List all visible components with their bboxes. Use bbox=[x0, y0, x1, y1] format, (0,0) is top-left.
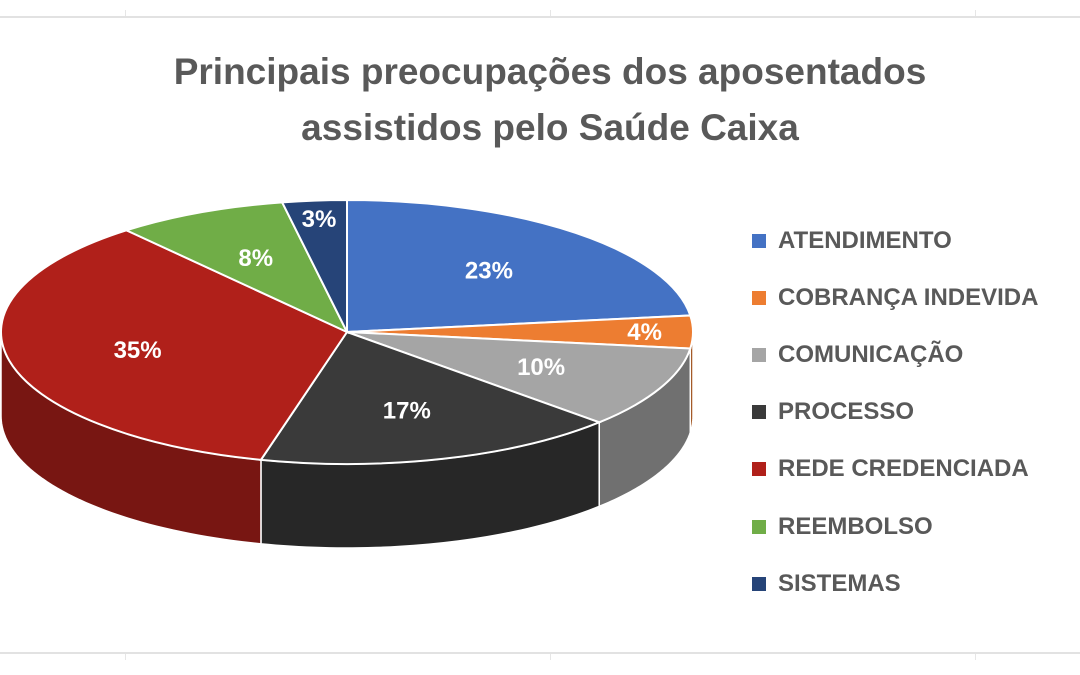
pie-slice-sistemas bbox=[280, 198, 348, 333]
gridline-tick bbox=[550, 654, 551, 660]
data-label: 4% bbox=[627, 319, 662, 346]
chart-title: Principais preocupações dos aposentados … bbox=[173, 51, 927, 148]
legend-label: PROCESSO bbox=[778, 398, 915, 426]
legend-swatch bbox=[752, 519, 766, 534]
data-label: 17% bbox=[383, 398, 431, 425]
legend-swatch bbox=[752, 405, 766, 420]
legend-swatch bbox=[752, 576, 766, 591]
legend-label: REEMBOLSO bbox=[778, 512, 933, 540]
chart-legend: ATENDIMENTO COBRANÇA INDEVIDA COMUNICAÇÃO P… bbox=[752, 212, 1078, 612]
pie-slice-reembolso bbox=[123, 201, 350, 335]
pie-slice-atendimento bbox=[346, 198, 692, 334]
data-label: 35% bbox=[114, 337, 162, 364]
pie-slice-rede-credenciada bbox=[0, 229, 349, 461]
data-label: 8% bbox=[238, 245, 273, 272]
legend-swatch bbox=[752, 462, 766, 477]
data-label: 23% bbox=[465, 258, 513, 285]
legend-item: COBRANÇA INDEVIDA bbox=[752, 269, 1078, 326]
gridline-tick bbox=[975, 654, 976, 660]
legend-label: SISTEMAS bbox=[778, 569, 901, 597]
gridline-tick bbox=[125, 654, 126, 660]
pie-slice-comunica-o bbox=[346, 331, 692, 424]
legend-label: REDE CREDENCIADA bbox=[778, 455, 1029, 483]
pie-slice-processo bbox=[259, 330, 603, 465]
legend-item: COMUNICAÇÃO bbox=[752, 326, 1078, 383]
legend-item: SISTEMAS bbox=[752, 555, 1078, 612]
legend-item: REEMBOLSO bbox=[752, 498, 1078, 555]
top-gridline bbox=[0, 16, 1080, 18]
data-label: 3% bbox=[302, 206, 337, 233]
bottom-gridline bbox=[0, 652, 1080, 654]
data-label: 10% bbox=[517, 354, 565, 381]
gridline-tick bbox=[125, 10, 126, 16]
legend-item: ATENDIMENTO bbox=[752, 212, 1078, 269]
legend-item: PROCESSO bbox=[752, 384, 1078, 441]
gridline-tick bbox=[975, 10, 976, 16]
legend-item: REDE CREDENCIADA bbox=[752, 441, 1078, 498]
legend-label: COMUNICAÇÃO bbox=[778, 340, 964, 368]
legend-label: ATENDIMENTO bbox=[778, 226, 952, 254]
legend-swatch bbox=[752, 347, 766, 362]
gridline-tick bbox=[550, 10, 551, 16]
legend-label: COBRANÇA INDEVIDA bbox=[778, 283, 1039, 311]
legend-swatch bbox=[752, 233, 766, 248]
legend-swatch bbox=[752, 290, 766, 305]
